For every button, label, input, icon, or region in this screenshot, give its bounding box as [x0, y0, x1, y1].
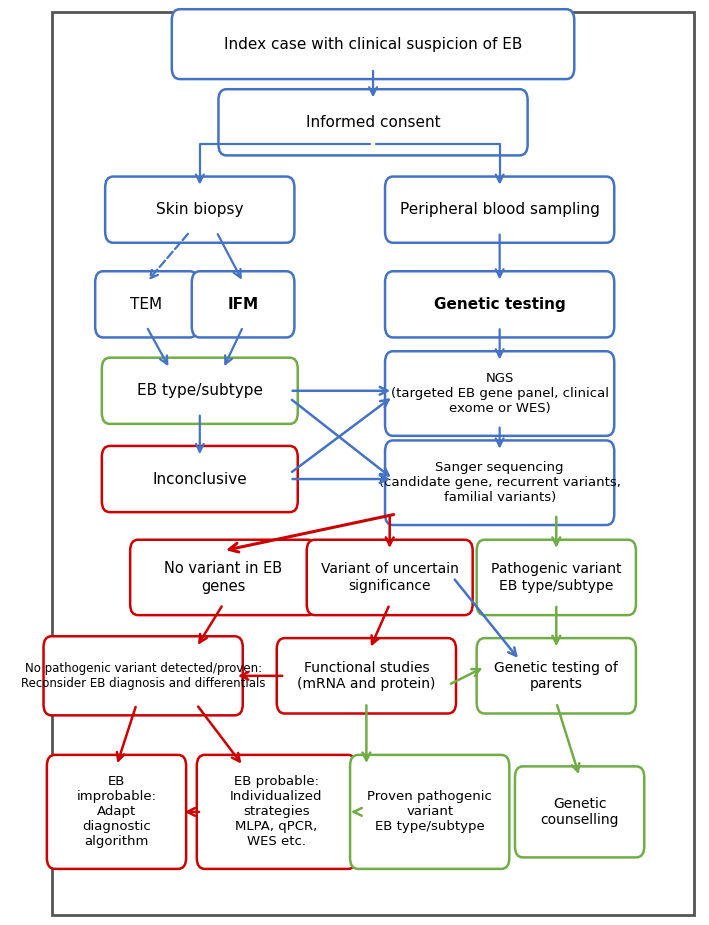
FancyBboxPatch shape — [172, 9, 574, 80]
Text: No pathogenic variant detected/proven:
Reconsider EB diagnosis and differentials: No pathogenic variant detected/proven: R… — [21, 661, 265, 690]
Text: Genetic
counselling: Genetic counselling — [540, 796, 619, 827]
FancyBboxPatch shape — [385, 271, 614, 338]
Text: Inconclusive: Inconclusive — [152, 472, 247, 487]
FancyBboxPatch shape — [102, 358, 298, 424]
Text: Variant of uncertain
significance: Variant of uncertain significance — [320, 562, 459, 593]
FancyBboxPatch shape — [350, 755, 509, 869]
FancyBboxPatch shape — [47, 755, 186, 869]
Text: NGS
(targeted EB gene panel, clinical
exome or WES): NGS (targeted EB gene panel, clinical ex… — [391, 372, 608, 415]
FancyBboxPatch shape — [102, 446, 298, 512]
FancyBboxPatch shape — [515, 767, 644, 857]
FancyBboxPatch shape — [105, 177, 294, 242]
FancyBboxPatch shape — [385, 352, 614, 436]
Text: Genetic testing: Genetic testing — [434, 297, 566, 312]
Text: No variant in EB
genes: No variant in EB genes — [164, 561, 282, 594]
Text: EB
improbable:
Adapt
diagnostic
algorithm: EB improbable: Adapt diagnostic algorith… — [77, 775, 157, 848]
FancyBboxPatch shape — [307, 539, 473, 615]
Text: Pathogenic variant
EB type/subtype: Pathogenic variant EB type/subtype — [491, 562, 622, 593]
FancyBboxPatch shape — [192, 271, 294, 338]
Text: Peripheral blood sampling: Peripheral blood sampling — [400, 203, 600, 217]
Text: Index case with clinical suspicion of EB: Index case with clinical suspicion of EB — [224, 37, 523, 52]
Text: IFM: IFM — [228, 297, 259, 312]
Text: EB type/subtype: EB type/subtype — [137, 383, 263, 399]
FancyBboxPatch shape — [476, 539, 636, 615]
Text: EB probable:
Individualized
strategies
MLPA, qPCR,
WES etc.: EB probable: Individualized strategies M… — [230, 775, 323, 848]
Text: Sanger sequencing
(candidate gene, recurrent variants,
familial variants): Sanger sequencing (candidate gene, recur… — [379, 462, 620, 504]
FancyBboxPatch shape — [385, 440, 614, 525]
FancyBboxPatch shape — [476, 638, 636, 713]
FancyBboxPatch shape — [95, 271, 198, 338]
FancyBboxPatch shape — [43, 636, 242, 715]
Text: TEM: TEM — [130, 297, 162, 312]
FancyBboxPatch shape — [130, 539, 316, 615]
Text: Skin biopsy: Skin biopsy — [156, 203, 243, 217]
Text: Functional studies
(mRNA and protein): Functional studies (mRNA and protein) — [297, 660, 435, 691]
Text: Proven pathogenic
variant
EB type/subtype: Proven pathogenic variant EB type/subtyp… — [367, 790, 492, 833]
FancyBboxPatch shape — [218, 89, 527, 155]
FancyBboxPatch shape — [277, 638, 456, 713]
FancyBboxPatch shape — [197, 755, 356, 869]
Text: Genetic testing of
parents: Genetic testing of parents — [494, 660, 618, 691]
FancyBboxPatch shape — [385, 177, 614, 242]
Text: Informed consent: Informed consent — [306, 115, 440, 130]
